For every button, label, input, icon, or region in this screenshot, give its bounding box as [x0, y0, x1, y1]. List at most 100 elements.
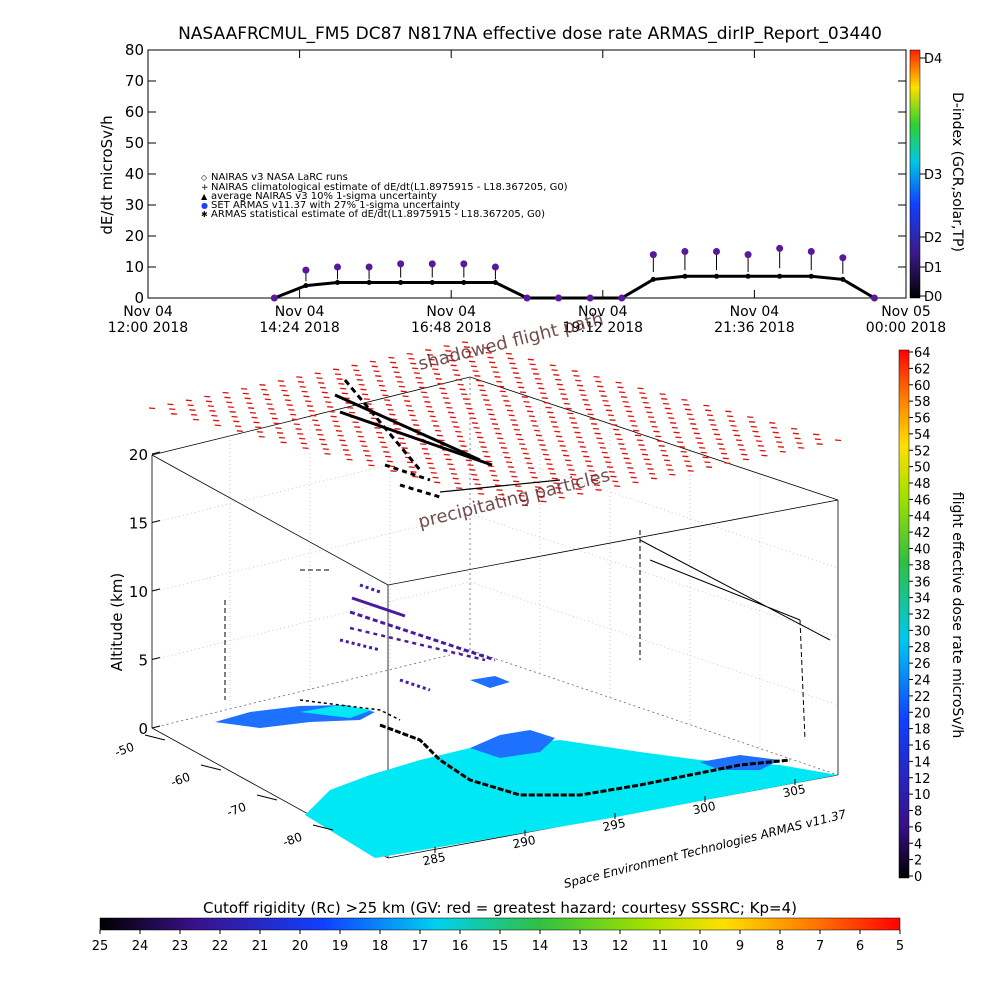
legend-entry: SET ARMAS v11.37 with 27% 1-sigma uncert…: [211, 200, 460, 211]
grid-dash: [624, 405, 631, 408]
grid-dash: [506, 461, 513, 464]
grid-dash: [410, 471, 417, 473]
grid-dash: [509, 470, 516, 473]
grid-dash: [541, 397, 548, 399]
cutoff-rigidity-tick-label: 17: [412, 939, 429, 954]
grid-dash: [266, 403, 273, 406]
grid-dash: [460, 445, 467, 447]
grid-dash: [354, 426, 361, 428]
grid-dash: [489, 361, 496, 364]
grid-dash: [630, 476, 637, 479]
y-tick-label: 60: [125, 103, 144, 121]
grid-dash: [535, 486, 542, 489]
grid-dash: [613, 428, 620, 431]
x-tick-label: 14:24 2018: [259, 320, 339, 336]
grid-dash: [459, 388, 466, 391]
grid-dash: [327, 406, 334, 408]
grid-dash: [461, 393, 468, 396]
grid-dash: [445, 350, 452, 352]
grid-dash: [490, 366, 498, 369]
grid-dash: [507, 466, 514, 468]
curtain-line: [224, 530, 806, 741]
grid-dash: [369, 360, 376, 363]
grid-dash: [328, 410, 335, 413]
statistical-point: [745, 273, 751, 279]
grid-dash: [496, 489, 503, 491]
legend-entry: average NAIRAS v3 10% 1-sigma uncertaint…: [211, 191, 437, 202]
grid-dash: [544, 458, 551, 461]
grid-dash: [633, 429, 640, 432]
grid-dash: [209, 410, 216, 412]
cutoff-rigidity-tick-label: 13: [572, 939, 589, 954]
grid-dash: [659, 393, 666, 396]
grid-dash: [455, 378, 462, 381]
grid-dash: [469, 469, 476, 471]
grid-dash: [658, 445, 665, 447]
grid-dash: [431, 420, 438, 423]
latitude-axis: -50 -60 -70 -80: [113, 734, 334, 850]
grid-dash: [518, 386, 525, 389]
grid-dash: [448, 411, 455, 414]
grid-dash: [434, 429, 442, 432]
grid-dash: [681, 398, 688, 401]
grid-dash: [270, 412, 277, 415]
grid-dash: [671, 426, 678, 429]
grid-dash: [834, 439, 842, 442]
grid-dash: [513, 428, 520, 431]
grid-dash: [248, 407, 255, 409]
grid-dash: [486, 408, 493, 411]
dindex-tick-label: D0: [924, 290, 942, 305]
grid-dash: [408, 357, 415, 360]
grid-dash: [471, 422, 478, 424]
grid-dash: [334, 425, 341, 428]
grid-dash: [277, 380, 284, 382]
longitude-tick-label: 300: [692, 799, 717, 817]
grid-dash: [705, 409, 712, 412]
grid-dash: [281, 389, 288, 392]
grid-dash: [344, 453, 351, 456]
grid-dash: [340, 387, 347, 390]
flight-track-black: [343, 379, 422, 471]
grid-dash: [794, 437, 801, 440]
grid-dash: [648, 416, 655, 419]
grid-dash: [452, 369, 459, 372]
grid-dash: [280, 441, 287, 444]
grid-dash: [627, 467, 634, 469]
grid-dash: [444, 402, 451, 404]
grid-dash: [494, 376, 501, 378]
grid-dash: [493, 427, 500, 430]
grid-dash: [453, 426, 460, 428]
grid-dash: [470, 417, 477, 420]
grid-dash: [512, 372, 519, 374]
grid-dash: [439, 387, 446, 390]
grid-dash: [408, 466, 415, 469]
grid-dash: [299, 437, 306, 440]
y-tick-label: 10: [125, 258, 144, 276]
grid-dash: [357, 435, 364, 438]
longitude-axis: 285 290 295 300 305: [422, 779, 807, 868]
grid-dash: [519, 443, 526, 446]
cutoff-rigidity-colorbar: Cutoff rigidity (Rc) >25 km (GV: red = g…: [92, 899, 904, 954]
grid-dash: [603, 456, 610, 459]
grid-dash: [747, 416, 754, 419]
grid-dash: [393, 371, 400, 374]
grid-dash: [352, 421, 359, 424]
grid-dash: [319, 438, 326, 441]
grid-dash: [167, 403, 174, 406]
grid-dash: [449, 416, 456, 419]
grid-dash: [374, 427, 381, 429]
dose-rate-tick-label: 48: [914, 477, 931, 492]
dose-rate-tick-label: 62: [914, 362, 931, 377]
grid-dash: [509, 362, 516, 365]
grid-dash: [673, 431, 680, 434]
flight-track-purple: [351, 596, 406, 618]
grid-dash: [695, 437, 702, 440]
grid-dash: [730, 424, 737, 427]
grid-dash: [596, 437, 603, 440]
statistical-point: [492, 280, 498, 285]
grid-dash: [476, 488, 483, 490]
grid-dash: [685, 465, 692, 467]
armas-point: [839, 254, 847, 262]
grid-dash: [484, 403, 491, 406]
grid-dash: [813, 433, 820, 436]
